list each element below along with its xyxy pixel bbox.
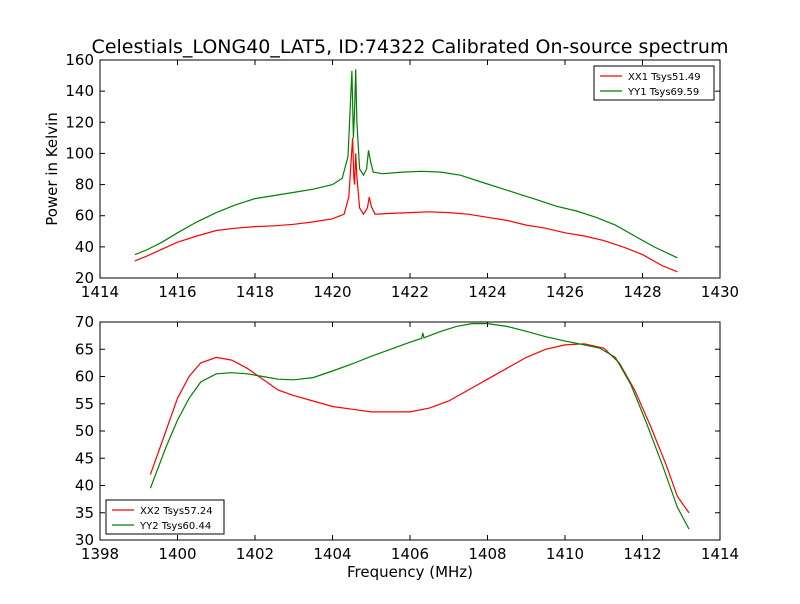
x-tick-label: 1400	[158, 545, 196, 563]
y-tick-label: 65	[75, 340, 94, 358]
legend-box	[593, 65, 715, 101]
y-tick-label: 40	[75, 477, 94, 495]
legend-label: YY1 Tsys69.59	[627, 87, 699, 98]
series-line-1	[134, 137, 678, 273]
series-line-1	[149, 343, 690, 514]
x-tick-label: 1426	[546, 283, 584, 301]
y-tick-label: 140	[65, 82, 94, 100]
bottom-panel: 1398 1400 1402 1404 1406 1408 1410 1412 1414 30 35…	[75, 313, 739, 563]
series-line-2	[149, 323, 690, 530]
top-panel: 1414 1416 1418 1420 1422 1424 1426 1428 1430 20 40…	[65, 51, 739, 301]
x-tick-label: 1424	[468, 283, 506, 301]
x-tick-label: 1422	[391, 283, 429, 301]
legend-box	[105, 499, 225, 535]
y-tick-label: 30	[75, 531, 94, 549]
x-tick-label: 1404	[313, 545, 351, 563]
legend-label: YY2 Tsys60.44	[139, 521, 211, 532]
legend-label: XX2 Tsys57.24	[140, 506, 213, 517]
y-tick-label: 50	[75, 422, 94, 440]
y-tick-label: 55	[75, 395, 94, 413]
y-tick-label: 60	[75, 207, 94, 225]
legend-label: XX1 Tsys51.49	[628, 72, 701, 83]
x-tick-label: 1410	[546, 545, 584, 563]
y-tick-label: 60	[75, 368, 94, 386]
x-tick-label: 1408	[468, 545, 506, 563]
legend: XX2 Tsys57.24 YY2 Tsys60.44	[105, 499, 225, 535]
y-tick-label: 20	[75, 269, 94, 287]
y-tick-label: 160	[65, 51, 94, 69]
x-tick-label: 1416	[158, 283, 196, 301]
x-tick-label: 1420	[313, 283, 351, 301]
y-axis-label: Power in Kelvin	[43, 112, 61, 226]
y-tick-label: 40	[75, 238, 94, 256]
x-axis-label: Frequency (MHz)	[347, 563, 473, 581]
x-tick-label: 1414	[701, 545, 739, 563]
x-tick-label: 1406	[391, 545, 429, 563]
y-tick-label: 80	[75, 176, 94, 194]
y-tick-label: 45	[75, 449, 94, 467]
x-tick-label: 1398	[81, 545, 119, 563]
y-tick-label: 120	[65, 113, 94, 131]
y-tick-label: 100	[65, 144, 94, 162]
x-tick-label: 1418	[236, 283, 274, 301]
x-tick-label: 1414	[81, 283, 119, 301]
x-tick-label: 1430	[701, 283, 739, 301]
x-tick-label: 1402	[236, 545, 274, 563]
legend: XX1 Tsys51.49 YY1 Tsys69.59	[593, 65, 715, 101]
x-tick-label: 1412	[623, 545, 661, 563]
series-line-2	[134, 69, 678, 259]
y-tick-label: 70	[75, 313, 94, 331]
x-tick-label: 1428	[623, 283, 661, 301]
y-tick-label: 35	[75, 504, 94, 522]
chart-title: Celestials_LONG40_LAT5, ID:74322 Calibra…	[92, 36, 729, 58]
